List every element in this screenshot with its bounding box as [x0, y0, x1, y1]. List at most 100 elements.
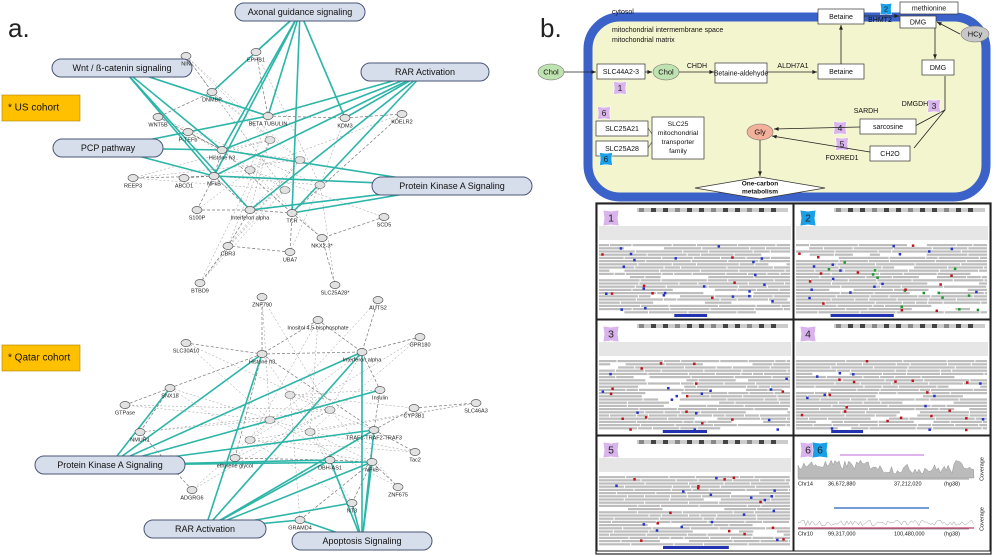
variant: [773, 489, 776, 492]
read: [760, 479, 785, 482]
interaction-edge: [249, 169, 323, 239]
read: [953, 279, 984, 282]
read: [692, 272, 726, 275]
read: [853, 288, 893, 291]
gene-node: [250, 48, 262, 56]
read: [623, 527, 652, 530]
variant: [831, 277, 835, 281]
cohort-label: * Qatar cohort: [8, 353, 70, 364]
read: [770, 366, 790, 369]
read: [697, 263, 739, 266]
read: [625, 363, 665, 366]
read: [635, 366, 685, 369]
read: [931, 404, 946, 407]
hub-node: [304, 428, 316, 436]
read: [624, 485, 672, 488]
read: [939, 292, 984, 295]
read: [626, 476, 669, 479]
read: [599, 304, 641, 307]
variant: [904, 288, 907, 291]
read: [669, 304, 719, 307]
read: [796, 398, 820, 401]
read: [915, 398, 930, 401]
pathway-box: [52, 138, 164, 158]
read: [677, 408, 717, 411]
read: [749, 392, 774, 395]
transporter: [596, 63, 646, 80]
read: [937, 272, 971, 275]
variant: [856, 271, 860, 274]
read: [708, 276, 754, 279]
read: [753, 250, 770, 253]
read: [780, 401, 790, 404]
variant: [674, 257, 677, 260]
read: [656, 520, 671, 523]
read: [699, 504, 747, 507]
interaction-edge: [261, 319, 319, 355]
read: [768, 388, 782, 391]
metabolite: [817, 8, 865, 25]
ideogram-band: [872, 324, 877, 328]
read: [677, 298, 720, 301]
read: [719, 501, 764, 504]
read: [691, 376, 734, 379]
interaction-edge: [191, 419, 271, 491]
read: [720, 360, 748, 363]
read: [613, 292, 656, 295]
read: [681, 392, 728, 395]
gene-node: [186, 486, 198, 494]
read: [690, 527, 719, 530]
read: [599, 272, 614, 275]
ideogram-band: [651, 440, 656, 444]
read: [963, 382, 987, 385]
gene-node: [368, 426, 380, 434]
variant: [742, 513, 746, 516]
read: [759, 492, 790, 495]
read: [786, 379, 790, 382]
coverage-track: [796, 226, 988, 240]
read: [808, 395, 828, 398]
arrow-head: [894, 14, 899, 18]
read: [906, 372, 940, 375]
ideogram-band: [711, 440, 716, 444]
read: [610, 533, 646, 536]
gene-node: [329, 281, 341, 289]
arrow-head: [772, 134, 777, 139]
ideogram-band: [848, 208, 853, 212]
read: [626, 388, 638, 391]
cohort-label: * US cohort: [8, 103, 59, 114]
read: [680, 295, 715, 298]
read: [663, 247, 702, 250]
variant: [892, 244, 895, 248]
variant: [808, 280, 812, 283]
variant: [838, 371, 842, 375]
variant: [733, 281, 736, 285]
read: [889, 417, 909, 420]
gene-node: [256, 293, 268, 301]
read: [647, 382, 680, 385]
ideogram-band: [896, 324, 901, 328]
read: [776, 244, 790, 247]
interaction-edge: [249, 139, 271, 211]
read: [895, 369, 907, 372]
read: [599, 414, 610, 417]
read: [897, 298, 928, 301]
interaction-edge: [413, 402, 477, 409]
read: [844, 269, 877, 272]
igv-panel: [793, 203, 991, 320]
badge: [599, 152, 613, 166]
ideogram-band: [639, 440, 644, 444]
interaction-edge: [289, 394, 301, 521]
read: [599, 395, 642, 398]
variant: [831, 263, 835, 266]
read: [875, 414, 897, 417]
read: [882, 372, 906, 375]
interaction-edge: [269, 351, 363, 421]
read: [785, 269, 790, 272]
variant: [697, 484, 700, 488]
read: [813, 424, 832, 427]
read: [756, 288, 779, 291]
start-position: 36,672,880: [828, 481, 856, 487]
read: [935, 417, 975, 420]
axis-label: Coverage: [979, 457, 985, 481]
